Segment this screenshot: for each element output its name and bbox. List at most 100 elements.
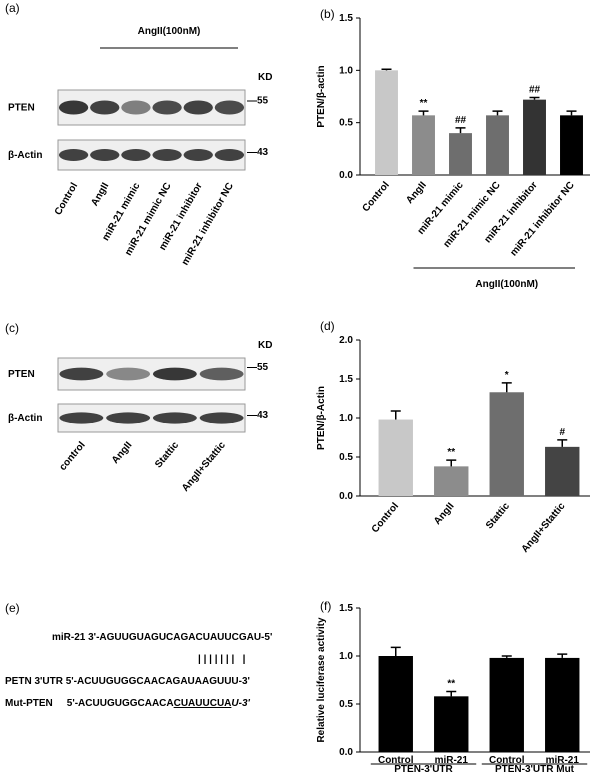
bar — [434, 696, 469, 752]
band — [59, 367, 104, 381]
annotation: ## — [529, 85, 541, 96]
bar — [449, 133, 472, 175]
row-label: β-Actin — [8, 413, 42, 424]
x-tick-label: AngII+Stattic — [520, 501, 568, 555]
annotation: ## — [455, 115, 467, 126]
y-tick-label: 0.0 — [339, 491, 353, 502]
band — [214, 149, 245, 161]
y-axis-label: Relative luciferase activity — [316, 617, 327, 743]
group-label: AngII(100nM) — [475, 279, 538, 290]
error-bar — [390, 410, 401, 420]
bar — [545, 446, 580, 496]
row-label: PTEN — [8, 369, 35, 380]
band — [152, 149, 182, 161]
error-bar — [557, 653, 568, 658]
mut-name: Mut-PTEN — [5, 698, 53, 709]
y-tick-label: 0.5 — [339, 118, 353, 129]
panel-label: (c) — [5, 321, 19, 335]
y-axis-label: PTEN/β-Actin — [316, 386, 327, 450]
group-label: PTEN-3'UTR — [394, 764, 453, 774]
error-bar — [566, 110, 577, 116]
band — [106, 412, 151, 424]
bar — [523, 99, 546, 175]
band — [214, 100, 245, 115]
bar — [434, 466, 469, 496]
error-bar — [446, 690, 457, 697]
mut-prefix: 5'-ACUUGUGGCAACA — [67, 698, 174, 709]
annotation: ** — [420, 98, 428, 109]
y-tick-label: 0.0 — [339, 747, 353, 758]
x-tick-label: Stattic — [484, 501, 512, 532]
error-bar — [390, 646, 401, 656]
y-tick-label: 1.0 — [339, 65, 353, 76]
bar — [560, 115, 583, 175]
y-tick-label: 0.0 — [339, 170, 353, 181]
y-tick-label: 1.5 — [339, 13, 353, 24]
panel-label: (f) — [320, 599, 331, 613]
annotation: ** — [447, 447, 455, 458]
y-tick-label: 2.0 — [339, 335, 353, 346]
error-bar — [529, 96, 540, 100]
kd-label: KD — [258, 340, 272, 351]
pairing: | | | | | | | | — [198, 654, 246, 665]
band — [199, 412, 244, 424]
row-label: β-Actin — [8, 150, 42, 161]
error-bar — [492, 110, 503, 116]
band — [152, 100, 182, 115]
panel-label: (a) — [5, 1, 20, 15]
mut-site: CUAUUCUA — [174, 698, 232, 709]
bar — [489, 392, 524, 496]
band — [121, 149, 151, 161]
lane-label: control — [57, 440, 87, 473]
y-tick-label: 1.5 — [339, 603, 353, 614]
error-bar — [418, 110, 429, 116]
y-tick-label: 0.5 — [339, 452, 353, 463]
bar — [375, 70, 398, 175]
mut-seq: Mut-PTEN 5'-ACUUGUGGCAACACUAUUCUAU-3' — [5, 698, 251, 709]
y-axis-label: PTEN/β-actin — [316, 65, 327, 127]
panel-label: (d) — [320, 319, 335, 333]
y-tick-label: 0.5 — [339, 699, 353, 710]
band — [183, 149, 213, 161]
band — [152, 367, 197, 381]
y-tick-label: 1.0 — [339, 413, 353, 424]
x-tick-label: Control — [370, 501, 401, 535]
error-bar — [455, 127, 466, 134]
x-tick-label: miR-21 — [546, 755, 580, 766]
panel-label: (b) — [320, 7, 335, 21]
bar — [378, 656, 413, 752]
pten-seq: PETN 3'UTR 5'-ACUUGUGGCAACAGAUAAGUUU-3' — [5, 676, 250, 687]
x-tick-label: miR-21 inhibitor NC — [508, 180, 576, 259]
band — [106, 367, 151, 381]
band — [58, 100, 89, 115]
kd-marker: —55 — [247, 362, 269, 373]
x-tick-label: AngII — [404, 180, 429, 206]
kd-marker: —43 — [247, 147, 269, 158]
lane-label: Stattic — [153, 440, 181, 471]
x-tick-label: Control — [489, 755, 525, 766]
band — [121, 100, 151, 115]
band — [90, 149, 120, 161]
error-bar — [381, 68, 392, 71]
band — [90, 100, 120, 115]
panel-label: (e) — [5, 601, 20, 615]
blot-frame — [57, 89, 246, 126]
row-label: PTEN — [8, 103, 35, 114]
blot-frame — [57, 139, 246, 171]
y-tick-label: 1.5 — [339, 374, 353, 385]
kd-marker: —55 — [247, 96, 269, 107]
band — [59, 412, 104, 424]
annotation: ** — [447, 679, 455, 690]
x-tick-label: Control — [378, 755, 414, 766]
kd-marker: —43 — [247, 410, 269, 421]
annotation: * — [505, 370, 509, 381]
lane-label: AngII — [110, 440, 135, 466]
x-tick-label: miR-21 — [435, 755, 469, 766]
treatment: AngII(100nM) — [138, 26, 201, 37]
y-tick-label: 1.0 — [339, 651, 353, 662]
error-bar — [557, 439, 568, 447]
band — [152, 412, 197, 424]
band — [58, 149, 89, 161]
lane-label: AngII — [89, 181, 111, 208]
